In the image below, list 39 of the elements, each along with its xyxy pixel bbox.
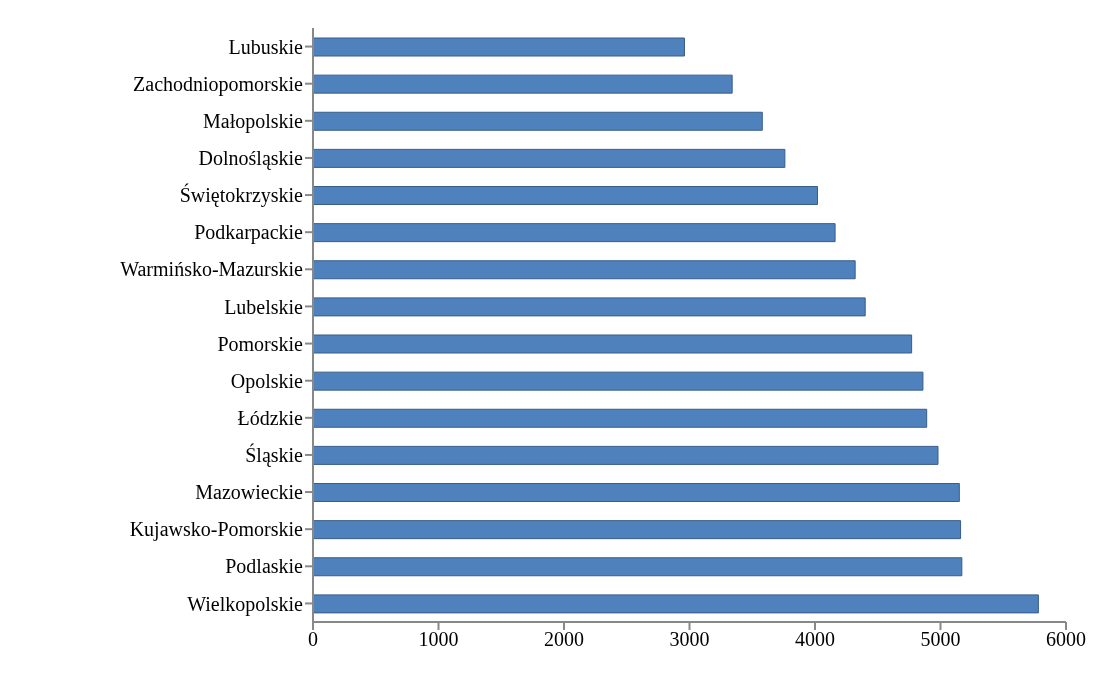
y-tick-label: Opolskie — [230, 369, 304, 393]
x-tick-label: 0 — [308, 628, 318, 651]
bar — [313, 334, 913, 354]
bar — [313, 408, 928, 428]
bar — [313, 520, 962, 540]
x-tick-label: 6000 — [1046, 628, 1086, 651]
x-tick-label: 2000 — [544, 628, 584, 651]
bar — [313, 186, 819, 205]
y-tick-label: Warmińsko-Mazurskie — [120, 258, 304, 281]
y-tick-label: Mazowieckie — [195, 481, 304, 504]
bar — [313, 297, 866, 317]
y-tick-label: Zachodniopomorskie — [133, 72, 304, 96]
x-tick-label: 1000 — [418, 628, 459, 651]
bar — [313, 37, 685, 57]
y-tick-label: Dolnośląskie — [198, 147, 304, 171]
bar — [313, 260, 856, 280]
y-tick-label: Kujawsko-Pomorskie — [129, 518, 304, 542]
y-tick-label: Małopolskie — [203, 109, 304, 133]
bar — [313, 445, 939, 465]
y-tick-label: Lubuskie — [228, 35, 304, 58]
bar — [313, 483, 960, 502]
x-tick-label: 5000 — [920, 628, 961, 651]
bar — [313, 148, 786, 168]
bar — [313, 223, 836, 243]
x-tick-label: 3000 — [669, 628, 710, 651]
y-tick-label: Wielkopolskie — [187, 592, 304, 616]
bar — [313, 111, 763, 131]
y-tick-label: Lubelskie — [224, 295, 304, 318]
bar — [313, 557, 963, 577]
y-tick-label: Śląskie — [245, 443, 304, 468]
y-tick-label: Pomorskie — [217, 332, 304, 355]
y-tick-label: Łódzkie — [237, 406, 304, 429]
bar — [313, 594, 1039, 614]
bar — [313, 74, 733, 94]
y-tick-label: Świętokrzyskie — [179, 183, 304, 208]
bar — [313, 371, 924, 391]
x-tick-label: 4000 — [795, 628, 835, 651]
y-tick-label: Podkarpackie — [194, 221, 304, 245]
y-tick-label: Podlaskie — [225, 555, 304, 578]
